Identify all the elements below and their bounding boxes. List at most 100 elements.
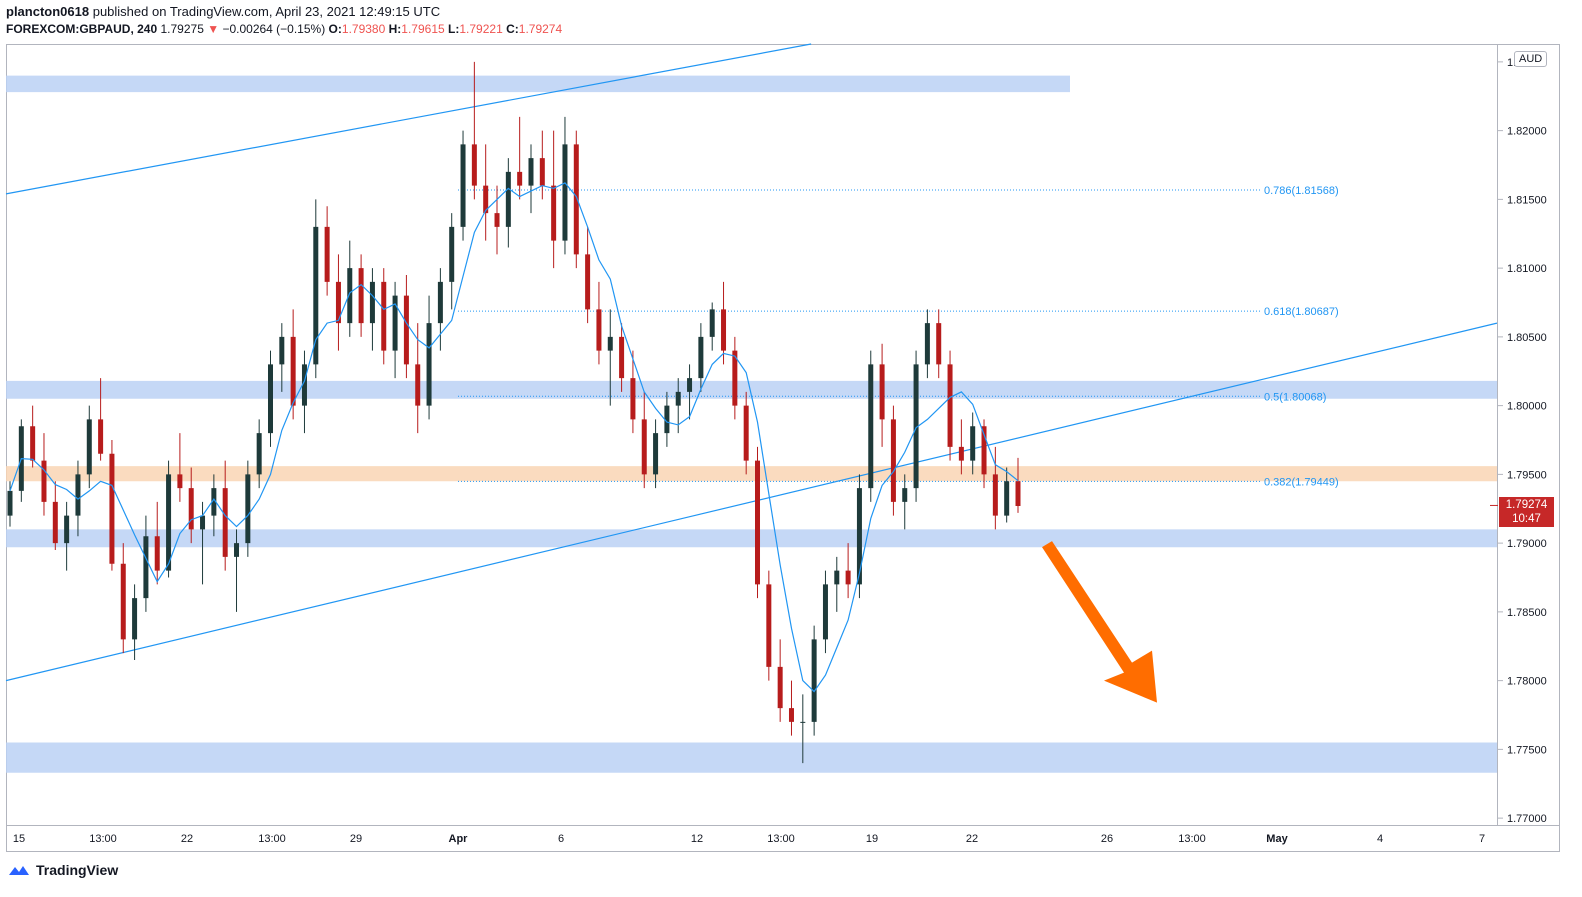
- candle-body: [7, 490, 13, 516]
- time-tick-label: 6: [558, 833, 564, 845]
- candle-body: [936, 323, 942, 365]
- candle-body: [551, 185, 557, 241]
- candle-body: [177, 474, 183, 489]
- price-tag: 1.79274 10:47: [1499, 497, 1554, 527]
- candle-body: [279, 336, 285, 365]
- candle-body: [75, 474, 81, 516]
- price-tick-label: 1.81000: [1507, 263, 1547, 275]
- candle-body: [630, 378, 636, 420]
- ohlc-legend: FOREXCOM:GBPAUD, 240 1.79275 ▼ −0.00264 …: [6, 22, 562, 36]
- candle-body: [924, 323, 930, 365]
- last-price: 1.79275: [160, 22, 204, 36]
- candle-body: [120, 563, 126, 640]
- currency-badge[interactable]: AUD: [1514, 51, 1548, 67]
- time-axis[interactable]: [6, 826, 1560, 852]
- open-label: O:: [328, 22, 342, 36]
- candle-body: [256, 433, 262, 475]
- time-tick-label: 13:00: [89, 833, 117, 845]
- time-tick-label: 26: [1101, 833, 1113, 845]
- candle-body: [234, 543, 240, 557]
- candle-body: [981, 426, 987, 475]
- time-tick-label: 13:00: [767, 833, 795, 845]
- time-tick-label: May: [1266, 833, 1288, 845]
- publish-info: plancton0618 published on TradingView.co…: [6, 4, 440, 19]
- candle-body: [755, 460, 761, 585]
- candle-body: [437, 281, 443, 324]
- time-tick-label: 15: [13, 833, 25, 845]
- candle-body: [970, 426, 976, 461]
- candle-body: [573, 144, 579, 255]
- candle-body: [890, 419, 896, 502]
- time-tick-label: Apr: [449, 833, 469, 845]
- price-tick-label: 1.80000: [1507, 401, 1547, 413]
- candle-body: [777, 666, 783, 709]
- candle-body: [528, 158, 534, 186]
- price-axis[interactable]: [1498, 44, 1560, 826]
- time-tick-label: 13:00: [1178, 833, 1206, 845]
- candle-body: [562, 144, 568, 241]
- close-label: C:: [506, 22, 519, 36]
- candle-body: [143, 536, 149, 599]
- candle-body: [200, 515, 206, 530]
- candle-body: [709, 309, 715, 337]
- candle-body: [369, 281, 375, 324]
- candle-body: [358, 268, 364, 324]
- candle-body: [698, 336, 704, 379]
- candle-body: [109, 453, 115, 564]
- candle-body: [166, 474, 172, 571]
- price-tick-label: 1.79500: [1507, 469, 1547, 481]
- candle-body: [483, 185, 489, 214]
- support-resistance-zone: [6, 75, 1070, 93]
- candle-body: [460, 144, 466, 227]
- candle-body: [879, 364, 885, 420]
- fib-level-label: 0.382(1.79449): [1264, 476, 1339, 488]
- candle-body: [732, 350, 738, 406]
- candle-body: [585, 254, 591, 310]
- candle-body: [800, 721, 806, 723]
- tradingview-logo[interactable]: TradingView: [8, 862, 118, 878]
- candle-body: [539, 158, 545, 186]
- candle-body: [494, 213, 500, 227]
- time-tick-label: 4: [1377, 833, 1383, 845]
- candle-body: [1004, 481, 1010, 516]
- time-tick-label: 22: [966, 833, 978, 845]
- candle-body: [653, 433, 659, 475]
- candle-body: [313, 226, 319, 365]
- candle-body: [505, 171, 511, 227]
- down-triangle-icon: ▼: [207, 22, 220, 36]
- candle-body: [30, 426, 36, 461]
- candle-body: [415, 364, 421, 406]
- tradingview-icon: [9, 866, 29, 875]
- support-resistance-zone: [6, 742, 1497, 773]
- candle-body: [868, 364, 874, 489]
- chart-pane[interactable]: [6, 44, 1498, 826]
- candle-body: [596, 309, 602, 351]
- time-tick-label: 7: [1479, 833, 1485, 845]
- candle-body: [52, 501, 58, 544]
- tradingview-brand: TradingView: [36, 862, 119, 878]
- symbol-label: FOREXCOM:GBPAUD, 240: [6, 22, 158, 36]
- support-resistance-zone: [6, 466, 1497, 482]
- candle-body: [834, 570, 840, 585]
- price-tick-label: 1.77000: [1507, 813, 1547, 825]
- candle-body: [188, 488, 194, 530]
- candle-body: [449, 226, 455, 282]
- candle-body: [721, 309, 727, 351]
- price-tick-label: 1.77500: [1507, 744, 1547, 756]
- candle-body: [947, 364, 953, 447]
- candle-body: [641, 419, 647, 475]
- candle-body: [687, 378, 693, 392]
- candle-body: [86, 419, 92, 475]
- candle-body: [335, 281, 341, 324]
- candle-body: [845, 570, 851, 585]
- support-resistance-zone: [6, 380, 1497, 399]
- candle-body: [743, 405, 749, 461]
- candle-body: [675, 391, 681, 406]
- fib-level-label: 0.5(1.80068): [1264, 391, 1326, 403]
- time-tick-label: 13:00: [258, 833, 286, 845]
- candle-body: [958, 446, 964, 461]
- price-tick-label: 1.78000: [1507, 676, 1547, 688]
- channel-trendline: [5, 322, 1498, 682]
- candle-body: [902, 488, 908, 502]
